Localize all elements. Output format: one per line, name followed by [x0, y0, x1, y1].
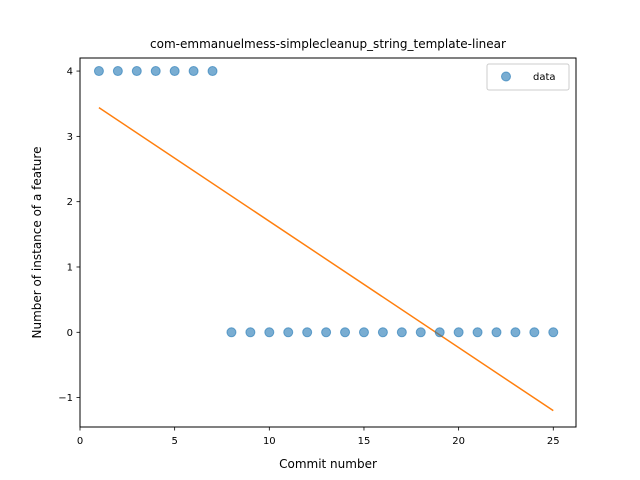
data-point [245, 327, 256, 338]
legend-label-data: data [533, 72, 556, 83]
y-tick-label: 1 [67, 262, 73, 273]
data-point [207, 66, 218, 77]
data-point [358, 327, 369, 338]
data-point [264, 327, 275, 338]
legend: data [486, 63, 570, 91]
data-point [226, 327, 237, 338]
data-point [529, 327, 540, 338]
data-point [415, 327, 426, 338]
data-point [150, 66, 161, 77]
x-tick-label: 5 [171, 436, 177, 447]
axes-frame [79, 57, 577, 428]
y-tick-label: 3 [67, 132, 73, 143]
data-point [548, 327, 559, 338]
data-point [472, 327, 483, 338]
fit-line [98, 107, 554, 412]
x-tick-label: 25 [547, 436, 560, 447]
y-tick-label: 2 [67, 197, 73, 208]
data-point [510, 327, 521, 338]
data-point [491, 327, 502, 338]
x-tick-label: 10 [263, 436, 276, 447]
y-tick-label: −1 [58, 393, 73, 404]
y-axis-label: Number of instance of a feature [30, 147, 44, 339]
legend-marker-data [501, 71, 511, 82]
data-point [340, 327, 351, 338]
y-tick-label: 4 [67, 67, 73, 78]
data-point [453, 327, 464, 338]
x-tick-label: 0 [77, 436, 83, 447]
data-point [188, 66, 199, 77]
data-point [377, 327, 388, 338]
data-point [321, 327, 332, 338]
chart-title: com-emmanuelmess-simplecleanup_string_te… [150, 37, 506, 51]
y-tick-label: 0 [67, 328, 73, 339]
data-point [396, 327, 407, 338]
data-point [93, 66, 104, 77]
x-axis-label: Commit number [279, 457, 377, 471]
data-point [169, 66, 180, 77]
x-tick-label: 15 [358, 436, 371, 447]
data-point [434, 327, 445, 338]
data-point [302, 327, 313, 338]
x-tick-label: 20 [452, 436, 465, 447]
data-point [131, 66, 142, 77]
data-point [283, 327, 294, 338]
data-point [112, 66, 123, 77]
plot-area: 0 5 10 15 20 25 −1 0 1 2 3 4 [58, 66, 560, 447]
legend-box [486, 63, 570, 91]
